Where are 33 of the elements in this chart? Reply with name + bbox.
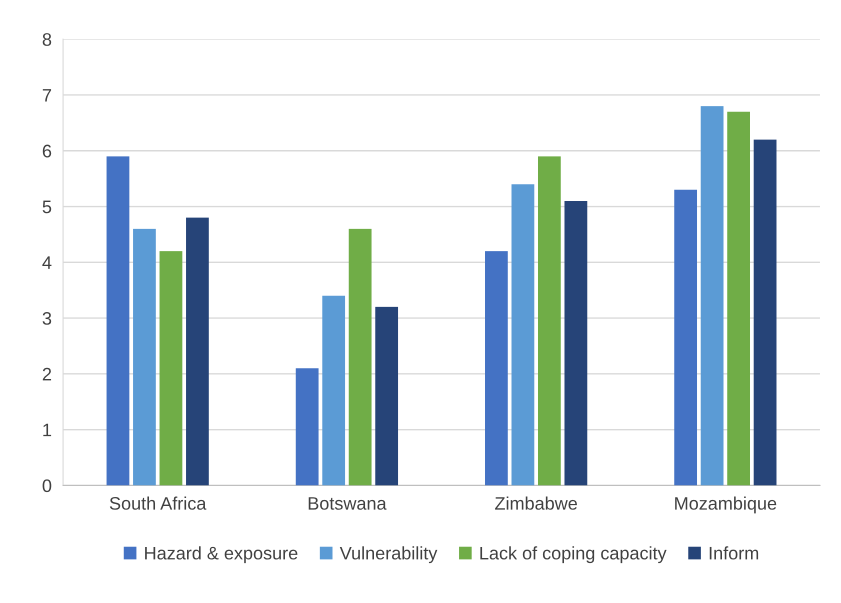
bar [296, 368, 319, 486]
bar [348, 228, 372, 486]
y-tick-label: 1 [43, 424, 52, 436]
bar [485, 251, 508, 486]
y-tick-label: 0 [42, 479, 52, 492]
bar [186, 218, 209, 486]
y-tick-label: 3 [42, 312, 52, 325]
y-tick-label: 4 [42, 256, 52, 269]
bar [564, 200, 588, 486]
x-tick-label: South Africa [110, 496, 206, 510]
bar [674, 190, 698, 486]
y-tick-label: 5 [42, 200, 52, 214]
y-tick-label: 7 [42, 89, 52, 102]
legend-label: Hazard & exposure [145, 546, 298, 564]
legend-label: Inform [710, 546, 758, 560]
y-tick-label: 2 [42, 368, 52, 380]
bar [375, 306, 398, 486]
bar [512, 184, 534, 486]
bar [700, 106, 724, 486]
y-tick-label: 6 [42, 144, 52, 158]
bar [133, 228, 156, 486]
bar [538, 156, 561, 486]
bar [727, 112, 750, 486]
legend-label: Lack of coping capacity [480, 546, 667, 564]
x-tick-label: Mozambique [675, 496, 776, 514]
y-tick-label: 8 [42, 33, 52, 46]
bar [160, 251, 182, 486]
bar [754, 140, 776, 486]
x-tick-label: Botswana [308, 497, 387, 510]
x-tick-label: Zimbabwe [495, 496, 577, 510]
legend-label: Vulnerability [340, 546, 438, 564]
bar [106, 156, 130, 486]
bar [322, 296, 346, 486]
